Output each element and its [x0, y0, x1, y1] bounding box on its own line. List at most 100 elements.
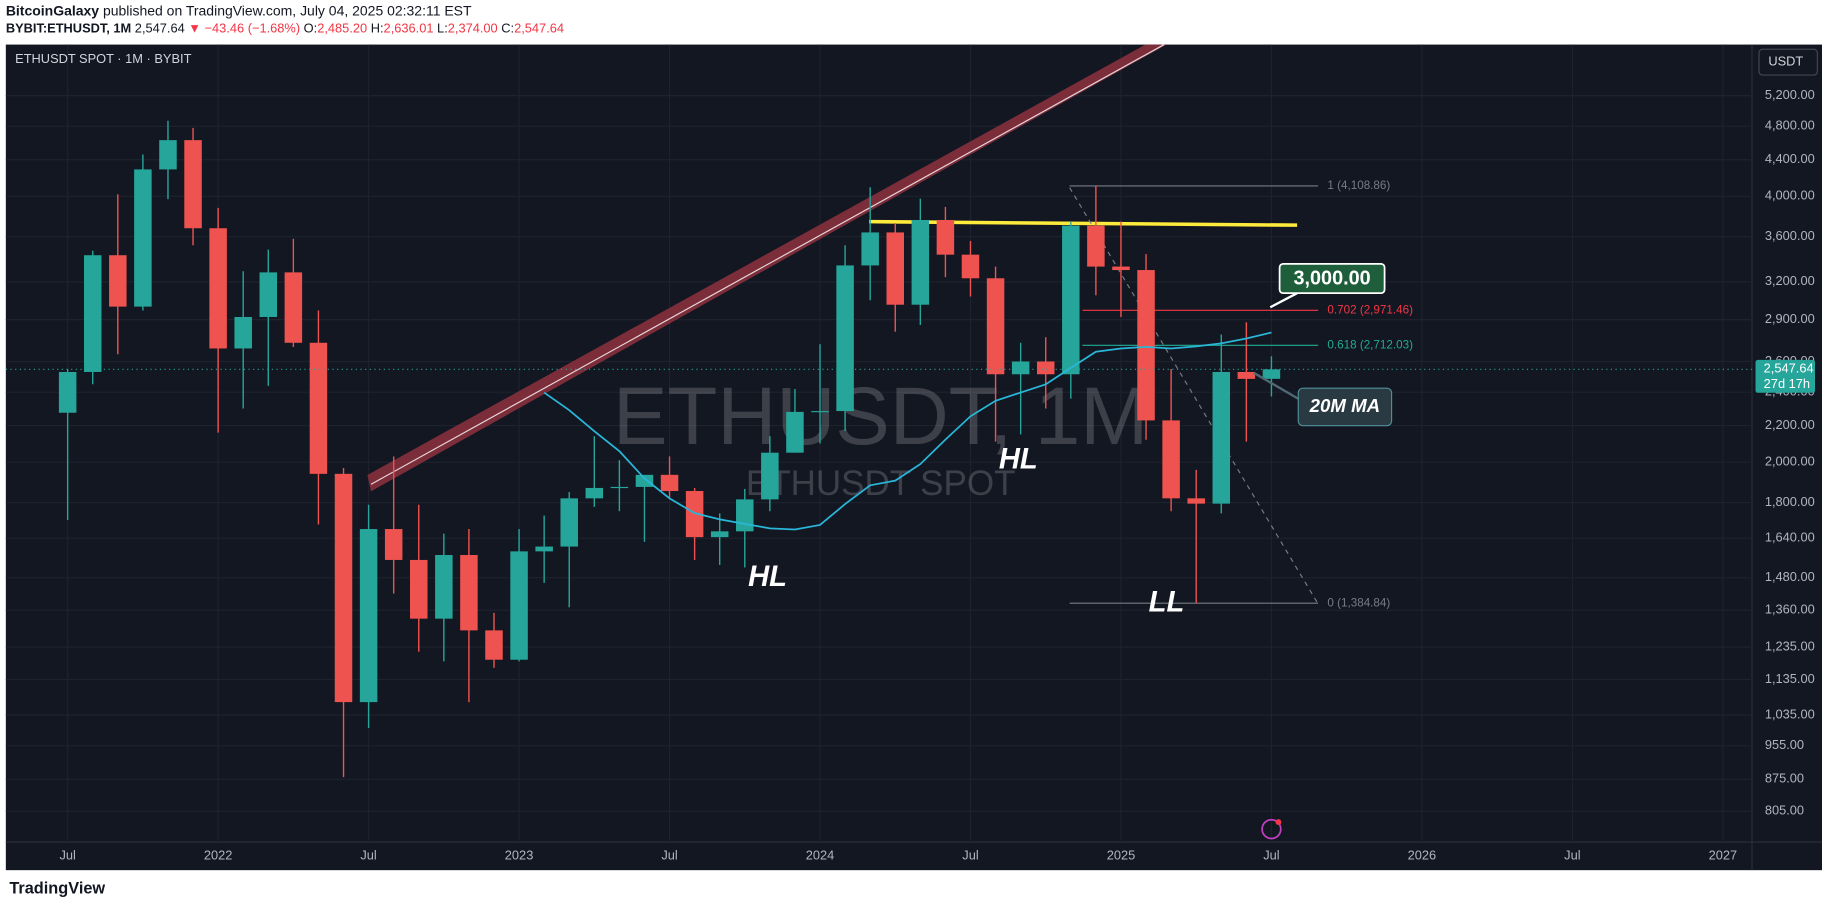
ll-label: LL: [1149, 587, 1185, 619]
fib-label: 1 (4,108.86): [1327, 179, 1390, 192]
candle-body: [610, 486, 629, 489]
candle-body: [1011, 361, 1030, 375]
o-key: O:: [304, 21, 318, 36]
change: ▼ −43.46 (−1.68%): [188, 21, 300, 36]
candle-body: [1162, 420, 1180, 499]
candle-body: [1262, 369, 1281, 379]
hl-label: HL: [748, 561, 787, 593]
footer-brand: TradingView: [9, 879, 105, 897]
y-tick-label: 2,200.00: [1765, 417, 1815, 432]
y-tick-label: 2,000.00: [1765, 454, 1815, 469]
y-tick-label: 4,000.00: [1765, 188, 1815, 203]
candle-body: [560, 498, 578, 547]
y-tick-label: 1,800.00: [1765, 494, 1815, 509]
x-tick-label: Jul: [59, 847, 75, 862]
h-value: 2,636.01: [384, 21, 434, 36]
candle-body: [159, 140, 177, 170]
fib-label: 0.702 (2,971.46): [1327, 303, 1413, 316]
candle-body: [861, 232, 879, 266]
grid: [5, 44, 1753, 843]
candle-body: [660, 474, 679, 492]
y-tick-label: 805.00: [1765, 803, 1804, 818]
ma-pointer: [1253, 371, 1299, 400]
candle-body: [1212, 371, 1231, 504]
candle-body: [1137, 270, 1155, 421]
candle-body: [284, 272, 303, 343]
c-value: 2,547.64: [514, 21, 564, 36]
candle-body: [109, 255, 127, 307]
candle-body: [961, 254, 980, 279]
fib-label: 0.618 (2,712.03): [1327, 338, 1413, 351]
candle-body: [234, 316, 252, 349]
candle-body: [309, 342, 328, 474]
x-tick-label: Jul: [1564, 847, 1580, 862]
y-tick-label: 4,800.00: [1765, 118, 1815, 133]
x-tick-label: 2027: [1709, 847, 1738, 862]
watermark: ETHUSDT, 1M: [613, 371, 1148, 462]
y-tick-label: 1,135.00: [1765, 671, 1815, 686]
currency: USDT: [1768, 54, 1803, 69]
y-tick-label: 5,200.00: [1765, 87, 1815, 102]
candle-body: [535, 546, 553, 552]
target-pointer: [1269, 292, 1298, 309]
fib-label: 0 (1,384.84): [1327, 596, 1390, 609]
candle-body: [1036, 361, 1055, 375]
candle-body: [58, 371, 77, 413]
y-tick-label: 1,360.00: [1765, 601, 1815, 616]
y-tick-label: 3,200.00: [1765, 273, 1815, 288]
target-box: [1278, 262, 1386, 295]
candle-body: [510, 551, 528, 660]
x-tick-label: 2026: [1408, 847, 1437, 862]
fib-trend: [1069, 187, 1319, 605]
candle-body: [1237, 371, 1256, 379]
published: published on TradingView.com, July 04, 2…: [103, 2, 472, 18]
candle-body: [986, 278, 1005, 375]
y-tick-label: 1,480.00: [1765, 569, 1815, 584]
y-tick-label: 955.00: [1765, 737, 1804, 752]
y-tick-label: 4,400.00: [1765, 151, 1815, 166]
candle-body: [761, 452, 779, 500]
candle-body: [736, 499, 754, 532]
x-tick-label: 2023: [505, 847, 534, 862]
candle-body: [936, 219, 955, 255]
candle-body: [886, 232, 905, 305]
candle-body: [911, 219, 930, 305]
candle-body: [1062, 225, 1080, 375]
candle-body: [83, 255, 102, 372]
candle-body: [460, 555, 478, 631]
legend-title: ETHUSDT SPOT · 1M · BYBIT: [15, 51, 191, 66]
candle-body: [259, 272, 278, 317]
candle-body: [786, 411, 804, 453]
candle-body: [334, 473, 353, 703]
x-tick-label: Jul: [962, 847, 978, 862]
candle-body: [359, 529, 378, 703]
h-key: H:: [371, 21, 384, 36]
trend-channel: [367, 44, 1167, 492]
candle-body: [209, 228, 227, 349]
price-tag: [1755, 359, 1816, 393]
candle-body: [384, 529, 403, 560]
hl-label: HL: [999, 444, 1038, 476]
y-tick-label: 1,035.00: [1765, 706, 1815, 721]
header-line-1: BitcoinGalaxy published on TradingView.c…: [6, 2, 472, 18]
ma-label: 20M MA: [1309, 395, 1380, 416]
y-tick-label: 3,600.00: [1765, 228, 1815, 243]
l-key: L:: [437, 21, 448, 36]
o-value: 2,485.20: [317, 21, 367, 36]
price-tag-countdown: 27d 17h: [1764, 376, 1810, 391]
x-tick-label: Jul: [661, 847, 677, 862]
alert-dot: [1275, 819, 1282, 826]
ma-box: [1297, 387, 1393, 427]
y-tick-label: 1,235.00: [1765, 638, 1815, 653]
author: BitcoinGalaxy: [6, 2, 99, 18]
candle-body: [635, 474, 654, 487]
trend-channel-edge: [370, 44, 1165, 485]
candle-body: [435, 555, 453, 619]
l-value: 2,374.00: [448, 21, 498, 36]
symbol: BYBIT:ETHUSDT, 1M: [6, 21, 131, 36]
candle-body: [410, 559, 428, 619]
c-key: C:: [501, 21, 514, 36]
last: 2,547.64: [135, 21, 185, 36]
price-tag-value: 2,547.64: [1764, 361, 1814, 376]
